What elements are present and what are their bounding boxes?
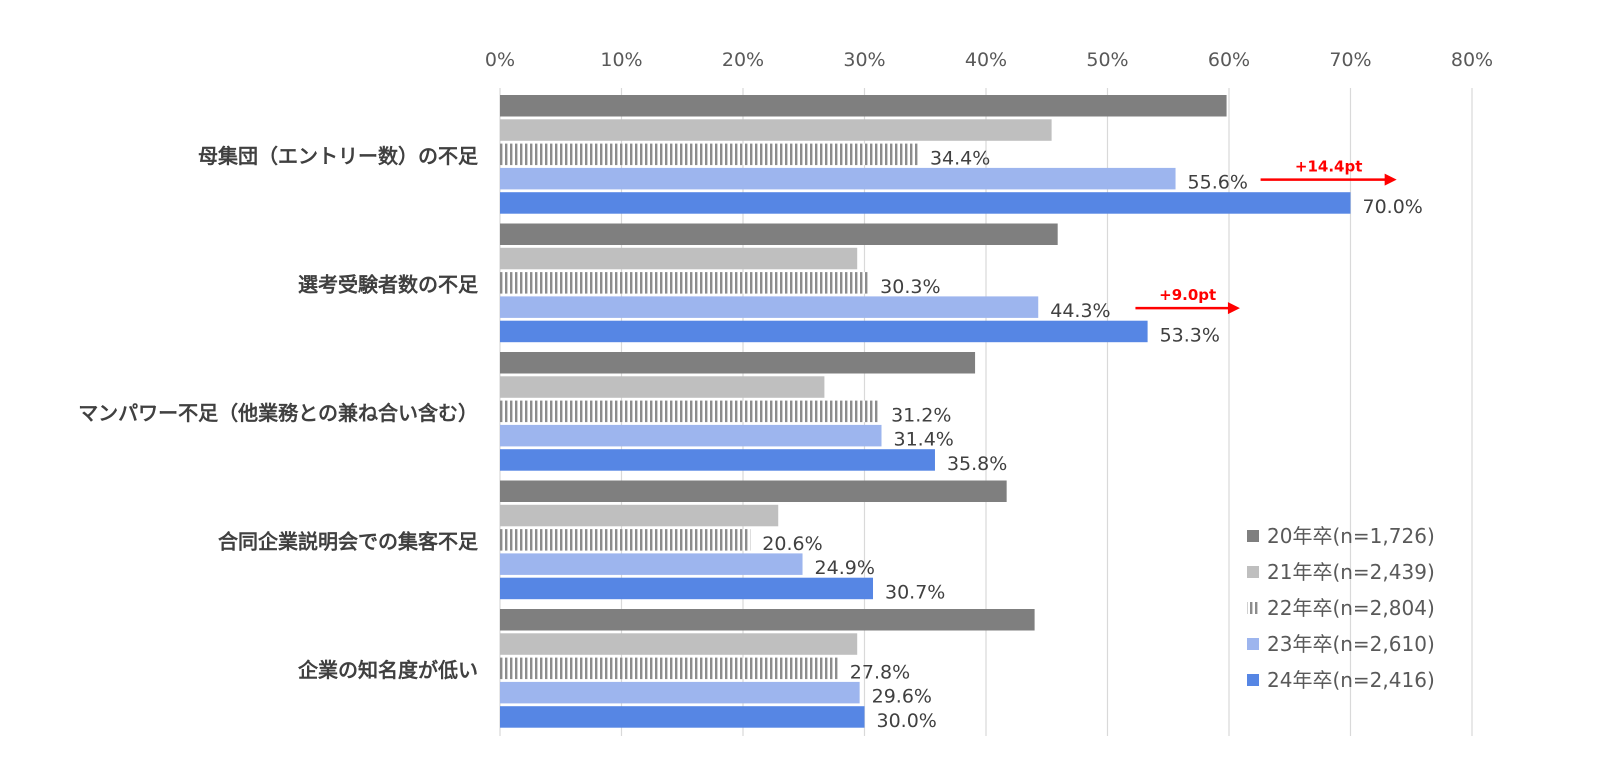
bar — [500, 553, 803, 575]
data-label: 44.3% — [1050, 300, 1110, 322]
annotation-arrowhead — [1227, 302, 1240, 315]
data-label: 30.3% — [880, 276, 940, 298]
legend-label: 21年卒(n=2,439) — [1267, 560, 1435, 584]
data-label: 31.4% — [894, 429, 954, 451]
data-label: 70.0% — [1363, 196, 1423, 218]
x-tick-label: 20% — [722, 49, 764, 71]
category-label: マンパワー不足（他業務との兼ね合い含む） — [78, 401, 478, 425]
x-axis-ticks: 0% 10% 20% 30% 40% 50% 60% 70% 80% — [485, 49, 1493, 71]
annotation-label: +9.0pt — [1159, 286, 1216, 304]
x-tick-label: 70% — [1329, 49, 1371, 71]
bar — [500, 247, 858, 270]
category-labels: 母集団（エントリー数）の不足選考受験者数の不足マンパワー不足（他業務との兼ね合い… — [78, 144, 479, 682]
bar — [500, 119, 1052, 141]
bar — [500, 272, 869, 294]
data-label: 24.9% — [815, 557, 875, 579]
legend-swatch — [1247, 638, 1259, 650]
category-label: 母集団（エントリー数）の不足 — [198, 144, 479, 168]
bar — [500, 352, 976, 374]
bar — [500, 480, 1007, 502]
data-label: 20.6% — [762, 533, 822, 555]
x-tick-label: 10% — [600, 49, 642, 71]
bar — [500, 95, 1227, 117]
x-tick-label: 30% — [843, 49, 885, 71]
bar — [500, 320, 1148, 343]
bar — [500, 192, 1351, 214]
legend-swatch — [1247, 602, 1259, 614]
x-tick-label: 40% — [965, 49, 1007, 71]
category-label: 企業の知名度が低い — [297, 658, 478, 682]
bar — [500, 143, 918, 166]
data-label: 31.2% — [891, 404, 951, 426]
bar-layer — [500, 95, 1351, 728]
bar — [500, 449, 935, 471]
legend-swatch — [1247, 566, 1259, 578]
bar — [500, 657, 838, 680]
data-label: 55.6% — [1188, 172, 1248, 194]
bar — [500, 400, 880, 423]
bar — [500, 681, 860, 704]
legend-label: 23年卒(n=2,610) — [1267, 632, 1435, 656]
x-tick-label: 0% — [485, 49, 515, 71]
bar — [500, 633, 858, 655]
value-labels: 34.4% 55.6% 70.0% 30.3% 44.3% 53.3% 31.2% 31.4%… — [762, 147, 1423, 732]
category-label: 選考受験者数の不足 — [298, 272, 479, 296]
legend-label: 24年卒(n=2,416) — [1267, 668, 1435, 692]
x-tick-label: 50% — [1086, 49, 1128, 71]
bar — [500, 529, 751, 551]
bar — [500, 504, 779, 527]
legend-label: 20年卒(n=1,726) — [1267, 524, 1435, 548]
bar — [500, 167, 1176, 190]
bar — [500, 376, 825, 398]
bar — [500, 706, 865, 728]
bar — [500, 223, 1058, 245]
x-tick-label: 60% — [1208, 49, 1250, 71]
bar — [500, 577, 874, 600]
legend-swatch — [1247, 530, 1259, 542]
category-label: 合同企業説明会での集客不足 — [218, 529, 479, 553]
annotation-label: +14.4pt — [1295, 158, 1363, 176]
legend-swatch — [1247, 674, 1259, 686]
bar — [500, 609, 1035, 631]
data-label: 30.7% — [885, 581, 945, 603]
legend-label: 22年卒(n=2,804) — [1267, 596, 1435, 620]
bar — [500, 296, 1039, 318]
data-label: 35.8% — [947, 453, 1007, 475]
x-tick-label: 80% — [1451, 49, 1493, 71]
annotations: +14.4pt +9.0pt — [1135, 158, 1397, 315]
data-label: 30.0% — [877, 710, 937, 732]
data-label: 29.6% — [872, 686, 932, 708]
annotation-arrowhead — [1384, 173, 1397, 186]
data-label: 34.4% — [930, 147, 990, 169]
data-label: 53.3% — [1160, 324, 1220, 346]
data-label: 27.8% — [850, 661, 910, 683]
legend: 20年卒(n=1,726) 21年卒(n=2,439) 22年卒(n=2,804) 2… — [1247, 524, 1435, 692]
bar — [500, 424, 882, 447]
